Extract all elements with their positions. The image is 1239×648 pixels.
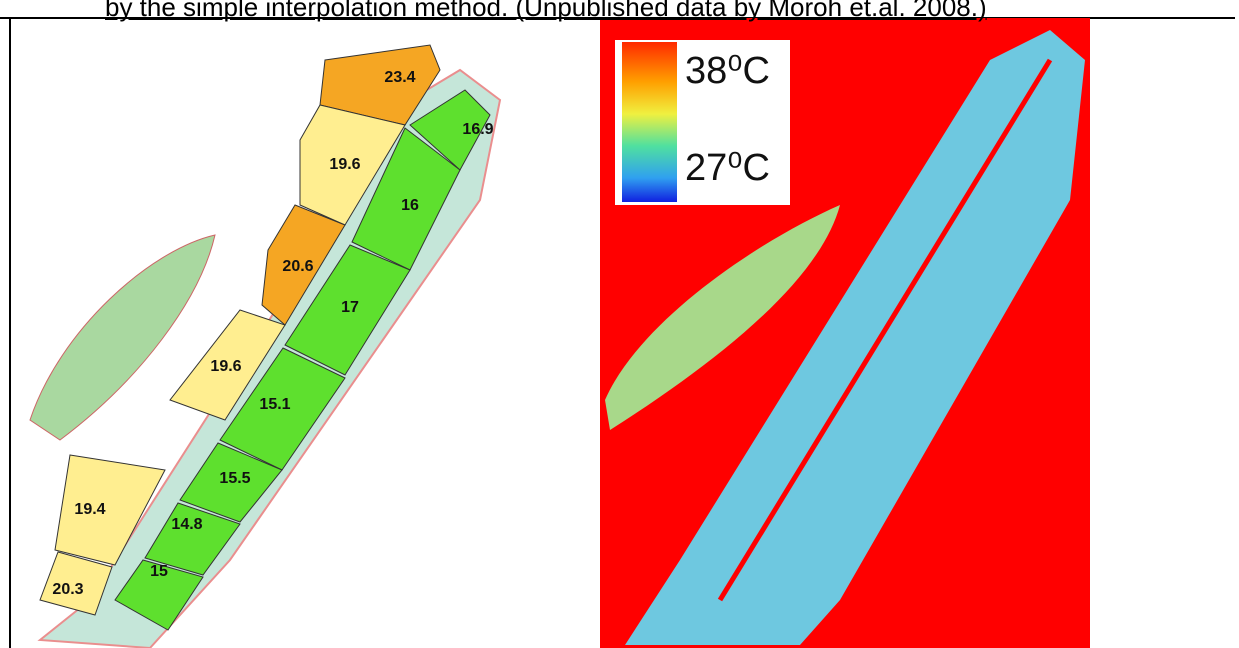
field-label: 16	[401, 197, 419, 215]
left-map	[30, 45, 500, 648]
field-label: 20.3	[52, 581, 83, 599]
field-label: 19.4	[74, 501, 105, 519]
field-label: 23.4	[384, 69, 415, 87]
field-label: 19.6	[210, 358, 241, 376]
figure	[0, 0, 1239, 648]
legend-min: 27⁰C	[685, 145, 770, 190]
field-label: 17	[341, 299, 359, 317]
field-label: 14.8	[171, 516, 202, 534]
field-label: 15.1	[259, 396, 290, 414]
legend-max: 38⁰C	[685, 48, 770, 93]
caption: by the simple interpolation method. (Unp…	[105, 0, 987, 23]
field-label: 16.9	[462, 121, 493, 139]
field-label: 15	[150, 563, 168, 581]
page: by the simple interpolation method. (Unp…	[0, 0, 1239, 648]
field-label: 15.5	[219, 470, 250, 488]
field-label: 20.6	[282, 258, 313, 276]
field-label: 19.6	[329, 156, 360, 174]
right-map	[600, 18, 1090, 648]
